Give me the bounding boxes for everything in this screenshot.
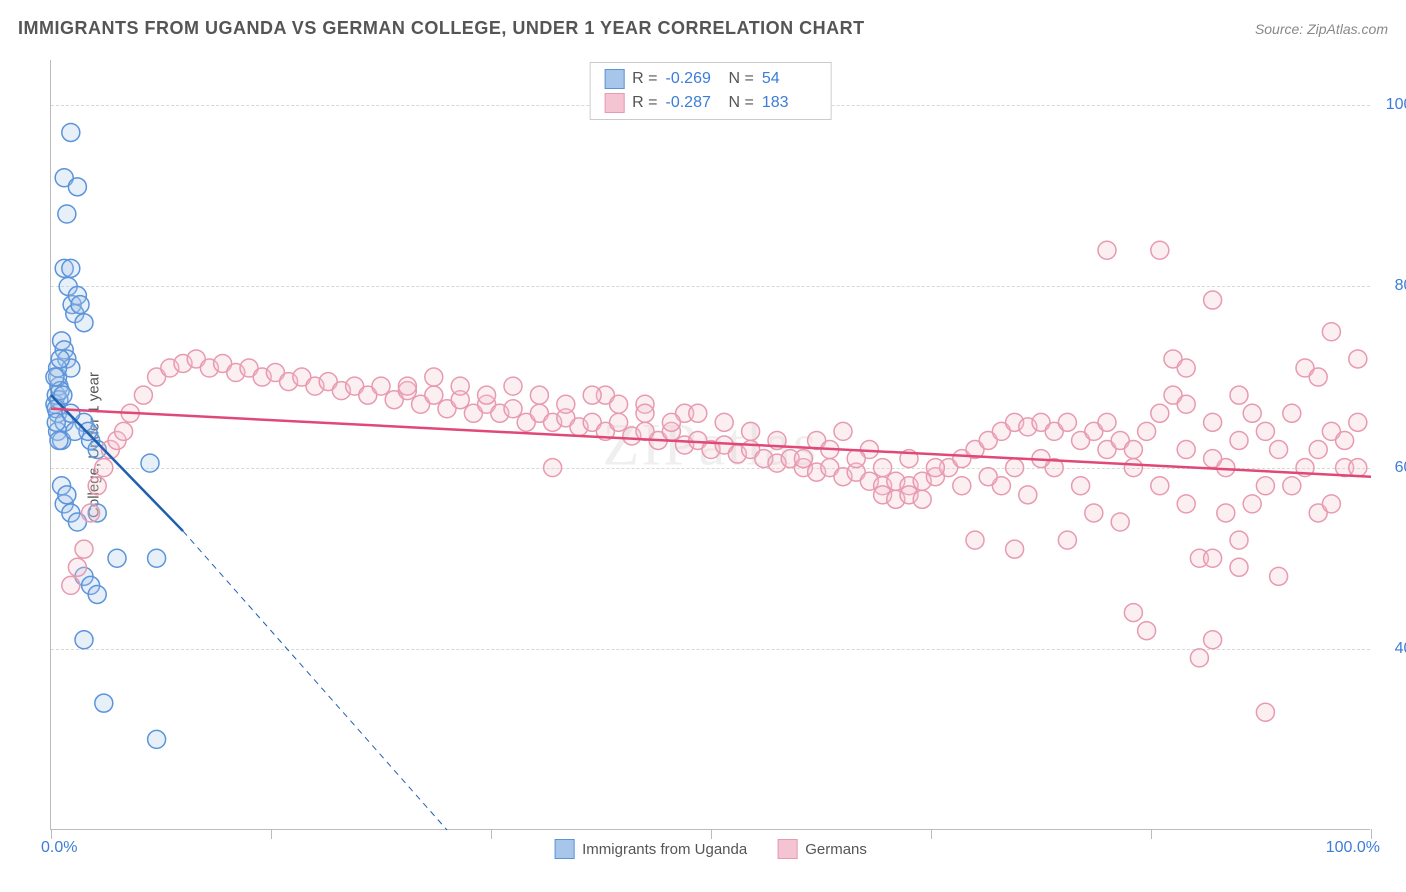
title-bar: IMMIGRANTS FROM UGANDA VS GERMAN COLLEGE… [18, 18, 1388, 39]
bottom-legend: Immigrants from Uganda Germans [554, 839, 867, 859]
stat-r-label: R = [632, 91, 657, 115]
stats-row-series-1: R = -0.287 N = 183 [604, 91, 817, 115]
legend-label-0: Immigrants from Uganda [582, 841, 747, 858]
source-attribution: Source: ZipAtlas.com [1255, 21, 1388, 37]
y-tick-label: 60.0% [1380, 459, 1406, 477]
chart-title: IMMIGRANTS FROM UGANDA VS GERMAN COLLEGE… [18, 18, 865, 39]
stats-legend-box: R = -0.269 N = 54 R = -0.287 N = 183 [589, 62, 832, 120]
y-tick-label: 100.0% [1380, 96, 1406, 114]
y-tick-label: 80.0% [1380, 277, 1406, 295]
swatch-series-1 [604, 93, 624, 113]
stat-n-label: N = [729, 67, 754, 91]
scatter-chart [51, 60, 1370, 829]
stat-n-value-1: 183 [762, 91, 817, 115]
stats-row-series-0: R = -0.269 N = 54 [604, 67, 817, 91]
legend-item-1: Germans [777, 839, 867, 859]
y-tick-label: 40.0% [1380, 640, 1406, 658]
x-axis-min-label: 0.0% [41, 839, 77, 857]
stat-n-value-0: 54 [762, 67, 817, 91]
stat-r-value-0: -0.269 [666, 67, 721, 91]
legend-item-0: Immigrants from Uganda [554, 839, 747, 859]
stat-r-label: R = [632, 67, 657, 91]
x-axis-max-label: 100.0% [1326, 839, 1380, 857]
plot-area: College, Under 1 year 40.0%60.0%80.0%100… [50, 60, 1370, 830]
stat-n-label: N = [729, 91, 754, 115]
legend-swatch-1 [777, 839, 797, 859]
stat-r-value-1: -0.287 [666, 91, 721, 115]
swatch-series-0 [604, 69, 624, 89]
legend-label-1: Germans [805, 841, 867, 858]
legend-swatch-0 [554, 839, 574, 859]
